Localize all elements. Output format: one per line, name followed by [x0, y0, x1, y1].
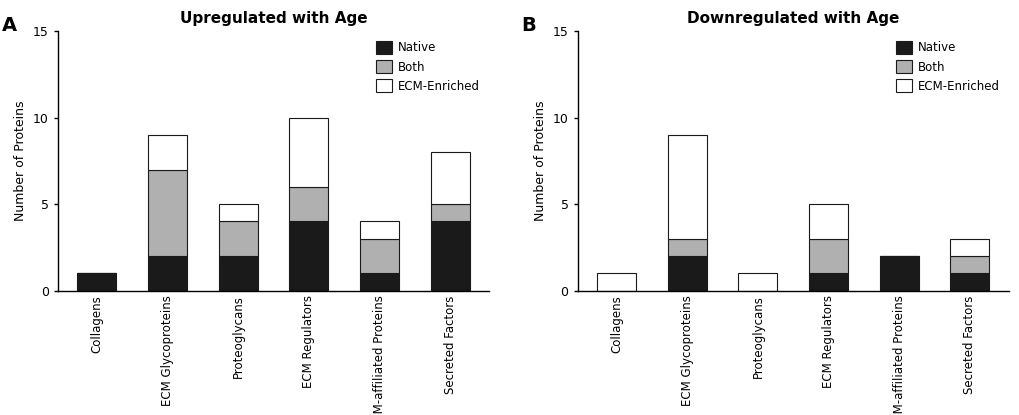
Bar [430, 204, 469, 222]
Bar [879, 256, 918, 290]
Bar [360, 222, 398, 239]
Bar [738, 273, 776, 290]
Title: Downregulated with Age: Downregulated with Age [687, 11, 899, 26]
Bar [950, 256, 988, 273]
Bar [667, 135, 706, 239]
Legend: Native, Both, ECM-Enriched: Native, Both, ECM-Enriched [373, 37, 483, 96]
Text: A: A [2, 16, 17, 35]
Bar [77, 273, 116, 290]
Bar [218, 222, 258, 256]
Bar [218, 204, 258, 222]
Bar [950, 273, 988, 290]
Bar [430, 152, 469, 204]
Bar [950, 239, 988, 256]
Bar [808, 273, 847, 290]
Bar [148, 256, 186, 290]
Bar [148, 170, 186, 256]
Bar [289, 187, 328, 222]
Bar [430, 222, 469, 290]
Bar [596, 273, 636, 290]
Bar [808, 239, 847, 273]
Bar [360, 239, 398, 273]
Bar [667, 256, 706, 290]
Text: B: B [521, 16, 536, 35]
Bar [289, 118, 328, 187]
Title: Upregulated with Age: Upregulated with Age [179, 11, 367, 26]
Bar [667, 239, 706, 256]
Bar [808, 204, 847, 239]
Bar [360, 273, 398, 290]
Bar [148, 135, 186, 170]
Bar [218, 256, 258, 290]
Legend: Native, Both, ECM-Enriched: Native, Both, ECM-Enriched [892, 37, 1002, 96]
Y-axis label: Number of Proteins: Number of Proteins [14, 101, 28, 221]
Bar [289, 222, 328, 290]
Y-axis label: Number of Proteins: Number of Proteins [534, 101, 546, 221]
